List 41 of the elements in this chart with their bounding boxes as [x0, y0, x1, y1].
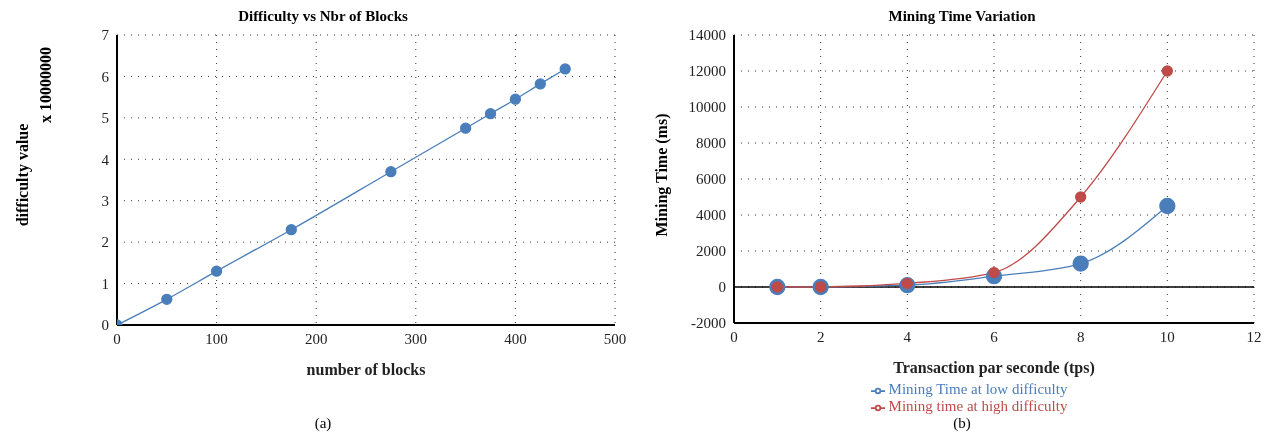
- x-tick-label: 0: [730, 328, 738, 345]
- y-axis-title: difficulty value: [14, 123, 32, 227]
- y-tick-label: 4000: [696, 207, 726, 224]
- y-tick-label: 12000: [688, 63, 726, 80]
- x-axis-title: Transaction par seconde (tps): [893, 359, 1095, 377]
- text: x 10000000: [37, 47, 55, 123]
- x-axis-title: number of blocks: [306, 361, 426, 378]
- y-tick-label: 6000: [696, 171, 726, 188]
- y-tick-label: 0: [101, 317, 109, 334]
- y-axis-title: Mining Time (ms): [653, 113, 671, 237]
- x-tick-label: 0: [113, 330, 121, 347]
- legend-label: Mining time at high difficulty: [888, 398, 1068, 414]
- x-tick-label: 8: [1076, 328, 1085, 345]
- y-tick-label: 7: [101, 27, 110, 44]
- x-tick-label: 200: [304, 330, 328, 347]
- x-tick-label: 300: [404, 330, 428, 347]
- x-tick-label: 100: [205, 330, 228, 347]
- legend-label: Mining Time at low difficulty: [888, 381, 1068, 397]
- y-tick-label: 1: [101, 275, 109, 292]
- y-tick-label: 8000: [696, 135, 726, 152]
- chart-title: Mining Time Variation: [888, 8, 1036, 25]
- x-tick-label: 6: [990, 328, 999, 345]
- y-tick-label: 2: [101, 234, 109, 251]
- x-tick-label: 500: [603, 330, 627, 347]
- y-tick-label: 5: [101, 110, 109, 127]
- y-tick-label: 3: [101, 193, 109, 210]
- x-tick-label: 400: [504, 330, 527, 347]
- y-tick-label: -2000: [691, 315, 726, 332]
- y-tick-label: 6: [101, 68, 110, 85]
- y-tick-label: 10000: [688, 99, 726, 116]
- x-tick-label: 2: [816, 328, 825, 345]
- y-tick-label: 0: [718, 279, 726, 296]
- y-tick-label: 14000: [688, 27, 726, 44]
- y-tick-label: 2000: [696, 243, 726, 260]
- chart-title: Difficulty vs Nbr of Blocks: [238, 8, 408, 25]
- x-tick-label: 10: [1159, 328, 1175, 345]
- y-tick-label: 4: [101, 151, 110, 168]
- text: (a): [314, 415, 332, 432]
- x-tick-label: 12: [1246, 328, 1262, 345]
- text: (b): [953, 415, 971, 432]
- x-tick-label: 4: [903, 328, 912, 345]
